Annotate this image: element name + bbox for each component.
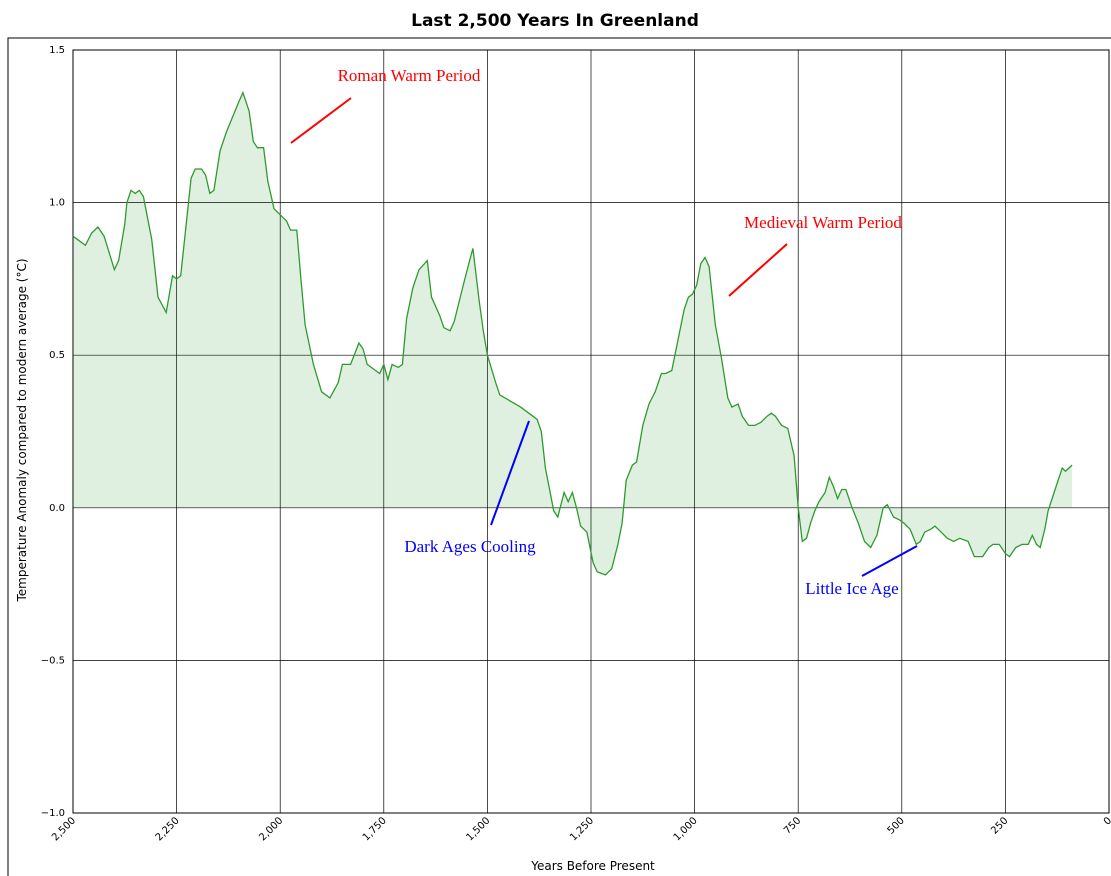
x-tick-label: 0 — [1102, 815, 1111, 827]
y-tick-label: 0.0 — [49, 503, 65, 514]
annotation-arrows — [290, 97, 918, 577]
x-tick-label: 2,500 — [50, 815, 78, 843]
line — [72, 90, 1073, 576]
plot-border — [72, 49, 1110, 814]
x-tick-label: 1,500 — [464, 815, 492, 843]
x-tick-label: 250 — [989, 815, 1010, 836]
x-tick-label: 2,000 — [257, 815, 285, 843]
y-tick-label: 1.5 — [49, 45, 65, 56]
annotation-line — [728, 243, 788, 297]
y-tick-label: 0.5 — [49, 350, 65, 361]
annotation: Medieval Warm Period — [744, 213, 902, 232]
x-tick-label: 1,000 — [672, 815, 700, 843]
y-tick-label: −0.5 — [41, 655, 65, 666]
chart-title: Last 2,500 Years In Greenland — [411, 11, 699, 31]
x-axis-label: Years Before Present — [530, 859, 655, 873]
area — [73, 92, 1073, 575]
x-tick-label: 2,250 — [154, 815, 182, 843]
annotation-line — [861, 545, 918, 577]
x-tick-label: 1,250 — [568, 815, 596, 843]
annotation-line — [490, 420, 530, 526]
annotation: Roman Warm Period — [338, 66, 481, 85]
y-axis-label: Temperature Anomaly compared to modern a… — [15, 258, 29, 602]
y-tick-label: −1.0 — [41, 808, 65, 819]
annotation: Little Ice Age — [805, 579, 898, 598]
x-tick-label: 750 — [782, 815, 803, 836]
x-tick-label: 1,750 — [361, 815, 389, 843]
annotation: Dark Ages Cooling — [404, 537, 536, 556]
x-tick-label: 500 — [886, 815, 907, 836]
frame — [7, 37, 1111, 876]
annotation-line — [290, 97, 352, 144]
y-tick-label: 1.0 — [49, 198, 65, 209]
